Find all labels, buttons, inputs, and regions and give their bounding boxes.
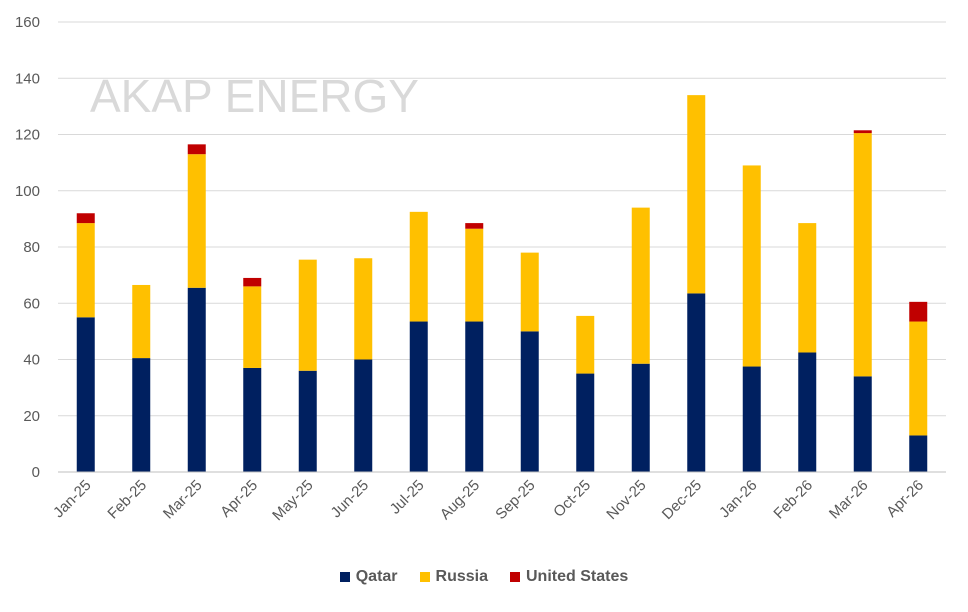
y-tick-label: 40 [23, 352, 40, 369]
x-tick-label: Oct-25 [550, 477, 594, 521]
x-tick-label: Aug-25 [437, 477, 483, 523]
legend-item: United States [510, 568, 628, 586]
bar-united-states-apr-26 [909, 301, 928, 322]
x-tick-label: May-25 [269, 477, 316, 524]
x-tick-label: Sep-25 [492, 477, 538, 523]
bar-russia-feb-26 [798, 223, 817, 353]
bar-russia-feb-25 [132, 284, 151, 359]
x-tick-label: Jan-25 [50, 477, 94, 521]
y-tick-label: 120 [15, 127, 40, 144]
bar-russia-may-25 [298, 259, 317, 371]
bar-united-states-apr-25 [243, 277, 262, 287]
bar-united-states-aug-25 [465, 223, 484, 229]
bars [76, 95, 928, 472]
bar-qatar-apr-26 [909, 435, 928, 472]
y-tick-label: 0 [32, 464, 40, 481]
bar-united-states-mar-25 [187, 144, 206, 155]
bar-russia-mar-26 [853, 133, 872, 377]
bar-qatar-aug-25 [465, 321, 484, 472]
bar-russia-oct-25 [576, 315, 595, 374]
y-axis-ticks: 0 20 40 60 80 100 120 140 160 [15, 14, 40, 481]
y-tick-label: 60 [23, 295, 40, 312]
y-tick-label: 80 [23, 239, 40, 256]
x-tick-label: Mar-26 [826, 477, 872, 523]
legend-label: United States [526, 568, 629, 585]
x-tick-label: Jan-26 [716, 477, 760, 521]
y-tick-label: 20 [23, 408, 40, 425]
bar-russia-dec-25 [687, 95, 706, 294]
bar-qatar-apr-25 [243, 367, 262, 472]
legend-item: Russia [419, 568, 488, 586]
bar-russia-aug-25 [465, 228, 484, 322]
bar-united-states-mar-26 [853, 130, 872, 134]
x-axis-ticks: Jan-25 Feb-25 Mar-25 Apr-25 May-25 Jun-25 Jul-… [50, 477, 927, 524]
bar-russia-jun-25 [354, 258, 373, 360]
y-tick-label: 100 [15, 183, 40, 200]
legend-item: Qatar [339, 568, 398, 586]
bar-qatar-jun-25 [354, 359, 373, 472]
bar-qatar-jan-25 [76, 317, 95, 472]
legend-label: Russia [435, 568, 488, 585]
bar-qatar-nov-25 [631, 363, 650, 472]
x-tick-label: Apr-26 [883, 477, 927, 521]
legend-swatch [419, 572, 430, 582]
legend-swatch [339, 572, 350, 582]
bar-qatar-feb-26 [798, 352, 817, 472]
bar-qatar-feb-25 [132, 358, 151, 472]
bar-russia-nov-25 [631, 207, 650, 364]
bar-russia-apr-26 [909, 321, 928, 436]
legend-label: Qatar [355, 568, 398, 585]
x-tick-label: Nov-25 [603, 477, 649, 523]
watermark: AKAP ENERGY [90, 70, 419, 122]
x-tick-label: Feb-25 [104, 477, 150, 523]
x-tick-label: Jun-25 [328, 477, 372, 521]
bar-russia-jan-26 [742, 165, 761, 367]
bar-qatar-dec-25 [687, 293, 706, 472]
x-tick-label: Jul-25 [387, 477, 428, 518]
bar-russia-mar-25 [187, 154, 206, 288]
gridlines [58, 21, 946, 417]
bar-qatar-sep-25 [520, 331, 539, 472]
bar-russia-jul-25 [409, 211, 428, 322]
bar-qatar-may-25 [298, 370, 317, 472]
bar-qatar-jul-25 [409, 321, 428, 472]
bar-qatar-mar-25 [187, 287, 206, 472]
x-tick-label: Dec-25 [659, 477, 705, 523]
bar-united-states-jan-25 [76, 213, 95, 224]
bar-qatar-jan-26 [742, 366, 761, 472]
y-tick-label: 160 [15, 14, 40, 31]
x-tick-label: Feb-26 [770, 477, 816, 523]
bar-russia-jan-25 [76, 223, 95, 318]
bar-qatar-oct-25 [576, 373, 595, 472]
x-tick-label: Mar-25 [160, 477, 206, 523]
x-tick-label: Apr-25 [217, 477, 261, 521]
bar-qatar-mar-26 [853, 376, 872, 472]
y-tick-label: 140 [15, 70, 40, 87]
legend-swatch [510, 572, 520, 582]
bar-russia-apr-25 [243, 286, 262, 368]
legend: Qatar Russia United States [0, 568, 968, 586]
bar-russia-sep-25 [520, 252, 539, 332]
